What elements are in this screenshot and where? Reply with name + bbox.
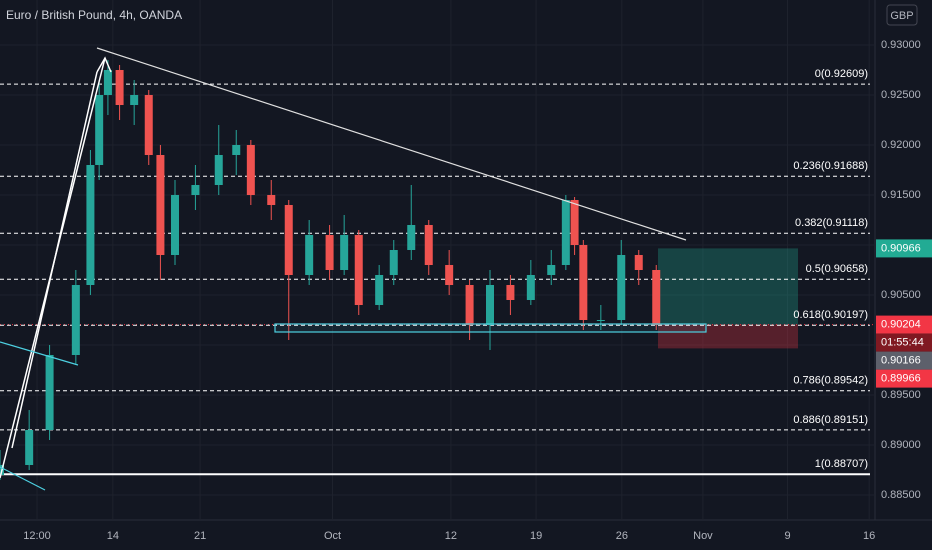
grid: [0, 0, 875, 520]
y-tick-label: 0.93000: [881, 39, 921, 51]
fib-label: 0.5(0.90658): [806, 263, 868, 275]
fib-label: 0.236(0.91688): [793, 160, 868, 172]
candle-body: [561, 200, 570, 265]
price-tag-label: 0.90204: [881, 319, 921, 331]
candle-body: [103, 70, 112, 95]
drawings: [0, 47, 707, 491]
currency-button-label[interactable]: GBP: [890, 10, 913, 22]
price-tag-label: 0.89966: [881, 373, 921, 385]
candle-body: [156, 155, 165, 255]
trend-line: [96, 47, 687, 241]
x-tick-label: 16: [863, 530, 875, 542]
fib-label: 0.886(0.89151): [793, 414, 868, 426]
candle-body: [71, 285, 80, 355]
fib-label: 0(0.92609): [815, 68, 868, 80]
candle-body: [305, 235, 314, 275]
fib-label: 0.618(0.90197): [793, 309, 868, 321]
candle-body: [130, 95, 139, 105]
candle-body: [267, 195, 276, 205]
price-tag-label: 0.90966: [881, 242, 921, 254]
candle-body: [25, 430, 34, 465]
candle-body: [340, 235, 349, 270]
candle-body: [246, 145, 255, 195]
candle-body: [325, 235, 334, 270]
candle-body: [95, 95, 104, 165]
price-tag: [876, 315, 932, 334]
impulse-line: [11, 71, 98, 449]
x-tick-label: 14: [107, 530, 119, 542]
candle-body: [115, 70, 124, 105]
x-tick-label: Nov: [693, 530, 713, 542]
candle-body: [579, 245, 588, 320]
candle-body: [445, 265, 454, 285]
candle-body: [570, 200, 579, 245]
candle-body: [354, 235, 363, 305]
x-tick-label: 26: [616, 530, 628, 542]
fib-levels: 0(0.92609) 0.236(0.91688) 0.382(0.91118) 0.…: [0, 68, 870, 476]
price-tag: [876, 239, 932, 258]
candle-body: [506, 285, 515, 300]
candle-body: [389, 250, 398, 275]
fib-label: 0.786(0.89542): [793, 375, 868, 387]
y-tick-label: 0.89000: [881, 439, 921, 451]
candle-body: [144, 95, 153, 155]
candle-body: [652, 270, 661, 325]
candle-body: [547, 265, 556, 275]
y-tick-label: 0.88500: [881, 489, 921, 501]
price-tag: [876, 351, 932, 370]
stop-zone: [658, 324, 798, 349]
candle-body: [45, 355, 54, 430]
channel-line: [0, 341, 79, 366]
target-zone: [658, 248, 798, 325]
candle-body: [424, 225, 433, 265]
candle-body: [214, 155, 223, 185]
x-tick-label: 12: [445, 530, 457, 542]
price-tag: [876, 333, 932, 352]
candle-body: [617, 255, 626, 320]
y-tick-label: 0.89500: [881, 389, 921, 401]
y-tick-label: 0.92500: [881, 89, 921, 101]
candle-body: [375, 275, 384, 305]
x-tick-label: 9: [784, 530, 790, 542]
y-tick-label: 0.92000: [881, 139, 921, 151]
candle-body: [191, 185, 200, 195]
y-tick-label: 0.90500: [881, 289, 921, 301]
x-tick-label: 12:00: [23, 530, 51, 542]
candle-body: [465, 285, 474, 325]
candle-body: [232, 145, 241, 155]
price-tag-label: 01:55:44: [881, 337, 924, 349]
x-tick-label: Oct: [324, 530, 341, 542]
candle-body: [596, 320, 605, 321]
candle-body: [284, 205, 293, 275]
x-tick-label: 21: [194, 530, 206, 542]
channel-line: [0, 466, 46, 491]
price-tag-label: 0.90166: [881, 355, 921, 367]
price-tags: 0.90966 0.90204 01:55:44 0.90166 0.89966: [876, 239, 932, 388]
chart-title: Euro / British Pound, 4h, OANDA: [6, 8, 182, 22]
candle-body: [171, 195, 179, 255]
candle-body: [526, 275, 535, 300]
fib-label: 1(0.88707): [815, 458, 868, 470]
candle-body: [634, 255, 643, 270]
x-tick-label: 19: [530, 530, 542, 542]
candles: [0, 60, 661, 480]
arrow-head: [96, 56, 112, 73]
candle-body: [486, 285, 494, 325]
y-tick-label: 0.91500: [881, 189, 921, 201]
candle-body: [86, 165, 95, 285]
price-tag: [876, 369, 932, 388]
candle-body: [407, 225, 416, 250]
currency-button[interactable]: [886, 4, 918, 26]
position-zones: [0, 248, 875, 349]
support-box: [274, 323, 707, 333]
fib-label: 0.382(0.91118): [795, 217, 868, 229]
